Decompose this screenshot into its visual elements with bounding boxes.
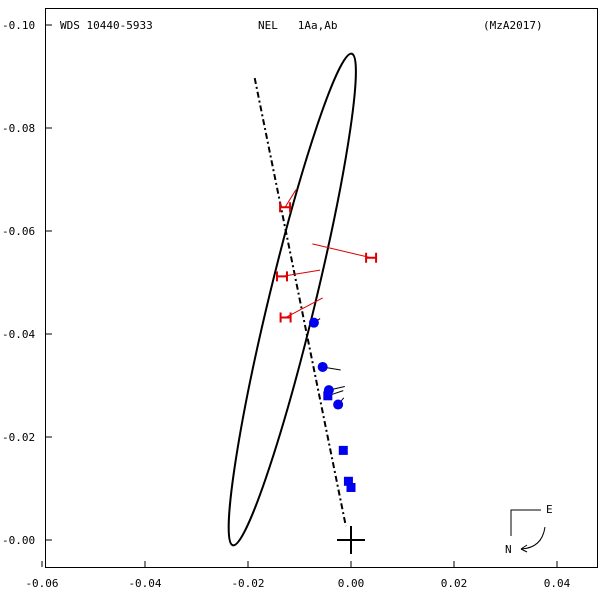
x-tick-label: 0.02 [441,577,468,590]
compass-north-label: N [505,543,512,556]
x-tick-label: 0.04 [544,577,571,590]
compass-arrow-head [520,544,528,553]
square-marker-point [343,476,353,486]
header-pair: NEL 1Aa,Ab [258,19,337,32]
residual-line [312,243,372,259]
h-marker-point [279,202,292,213]
compass-east-arm [510,509,541,536]
residual-lines [281,189,372,488]
x-axis: -0.06 -0.04 -0.02 0.00 0.02 0.04 [25,561,571,590]
y-tick-label: -0.08 [2,122,35,135]
compass: E N [505,503,553,556]
x-tick-label: 0.00 [338,577,365,590]
square-marker-point [338,445,348,455]
x-tick-label: -0.04 [128,577,161,590]
circle-marker-point [308,317,319,328]
circle-marker-point [333,399,344,410]
residual-line [281,269,321,277]
square-marker-point [346,482,356,492]
y-tick-label: -0.10 [2,19,35,32]
orbit-ellipse [227,52,357,547]
h-marker-point [365,252,378,263]
line-of-nodes [253,77,347,527]
y-axis: -0.00 -0.02 -0.04 -0.06 -0.08 -0.10 [2,19,52,547]
h-marker-point [279,312,292,323]
compass-arrow-arc [520,526,546,550]
header-reference: (MzA2017) [483,19,543,32]
x-tick-label: -0.06 [25,577,58,590]
square-marker-point [323,391,333,401]
h-marker-point [275,271,288,282]
compass-east-label: E [546,503,553,516]
y-tick-label: -0.00 [2,534,35,547]
y-tick-label: -0.04 [2,328,35,341]
residual-line [285,297,323,318]
circle-marker-point [317,361,328,372]
primary-star-cross [337,526,365,554]
residual-line [284,189,297,208]
y-tick-label: -0.06 [2,225,35,238]
x-tick-label: -0.02 [231,577,264,590]
data-points [275,202,378,492]
y-tick-label: -0.02 [2,431,35,444]
plot-frame [45,8,598,568]
header-wds: WDS 10440-5933 [60,19,153,32]
